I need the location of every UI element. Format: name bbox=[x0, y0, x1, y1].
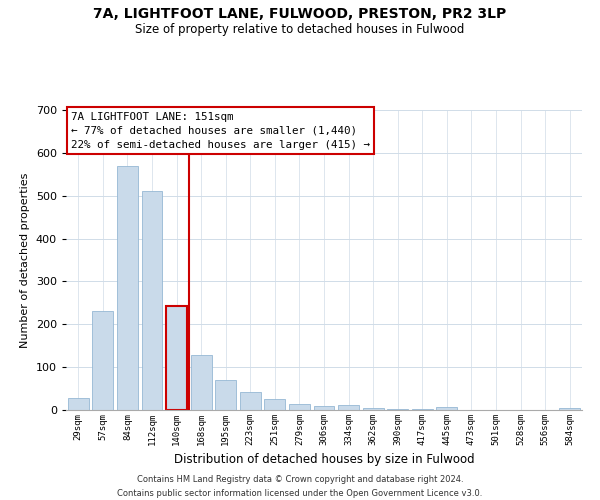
Y-axis label: Number of detached properties: Number of detached properties bbox=[20, 172, 30, 348]
Bar bbox=[362, 408, 383, 410]
Bar bbox=[412, 409, 433, 410]
Bar bbox=[92, 310, 113, 410]
Bar bbox=[289, 404, 310, 410]
Bar bbox=[142, 192, 163, 410]
Text: 7A, LIGHTFOOT LANE, FULWOOD, PRESTON, PR2 3LP: 7A, LIGHTFOOT LANE, FULWOOD, PRESTON, PR… bbox=[94, 8, 506, 22]
Bar bbox=[191, 355, 212, 410]
Bar bbox=[436, 406, 457, 410]
Bar bbox=[166, 306, 187, 410]
Bar bbox=[240, 392, 261, 410]
Bar bbox=[68, 398, 89, 410]
Bar bbox=[314, 406, 334, 410]
Text: 7A LIGHTFOOT LANE: 151sqm
← 77% of detached houses are smaller (1,440)
22% of se: 7A LIGHTFOOT LANE: 151sqm ← 77% of detac… bbox=[71, 112, 370, 150]
Bar bbox=[265, 399, 286, 410]
Text: Contains HM Land Registry data © Crown copyright and database right 2024.
Contai: Contains HM Land Registry data © Crown c… bbox=[118, 476, 482, 498]
Bar bbox=[338, 406, 359, 410]
Bar bbox=[387, 408, 408, 410]
Bar bbox=[559, 408, 580, 410]
Bar bbox=[215, 380, 236, 410]
Text: Size of property relative to detached houses in Fulwood: Size of property relative to detached ho… bbox=[136, 22, 464, 36]
X-axis label: Distribution of detached houses by size in Fulwood: Distribution of detached houses by size … bbox=[173, 454, 475, 466]
Bar bbox=[117, 166, 138, 410]
